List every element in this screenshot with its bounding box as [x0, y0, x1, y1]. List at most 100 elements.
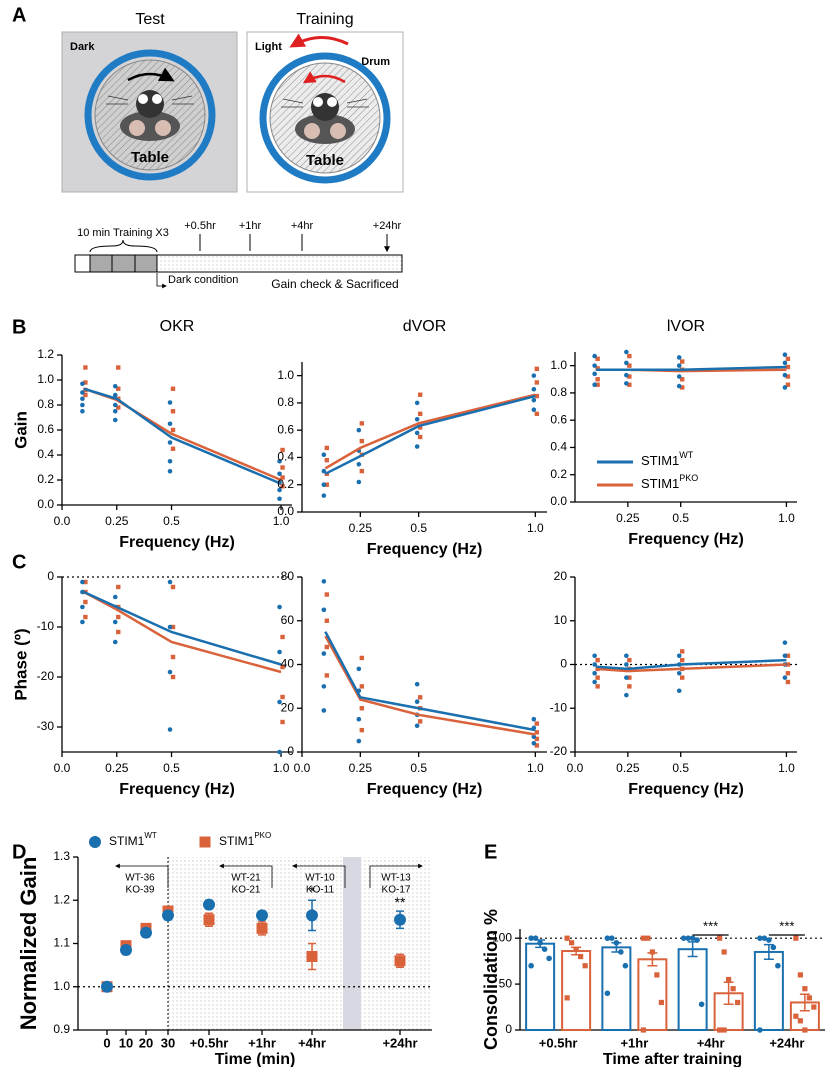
circle-marker	[532, 935, 539, 941]
square-marker	[680, 675, 685, 680]
square-marker	[627, 363, 632, 368]
circle-marker	[112, 639, 118, 645]
square-marker	[735, 999, 741, 1006]
series-line	[324, 635, 536, 736]
annotation-arrow	[219, 863, 273, 888]
square-marker	[359, 468, 365, 474]
circle-marker	[531, 386, 537, 392]
square-marker	[280, 465, 285, 470]
square-marker	[306, 950, 318, 962]
square-marker	[170, 409, 176, 414]
series-line	[83, 387, 282, 482]
circle-marker	[624, 692, 629, 698]
square-marker	[640, 935, 646, 941]
square-marker	[324, 618, 330, 623]
square-marker	[116, 386, 121, 391]
square-marker	[569, 940, 575, 946]
square-marker	[359, 421, 365, 426]
x-tick-label: +0.5hr	[190, 1035, 229, 1050]
circle-marker	[531, 716, 537, 722]
series-line	[83, 590, 282, 674]
square-marker	[806, 995, 812, 1001]
y-tick-label: -30	[37, 719, 55, 733]
square-marker	[658, 999, 664, 1006]
y-tick-label: 20	[554, 569, 568, 583]
square-marker	[116, 629, 121, 635]
circle-marker	[680, 935, 687, 941]
y-tick-label: 50	[499, 976, 513, 990]
annotation-text: WT-21	[231, 873, 261, 884]
chart-title: lVOR	[667, 318, 705, 335]
square-marker	[680, 649, 685, 654]
annotation-text: KO-39	[126, 885, 155, 896]
square-marker	[534, 721, 540, 726]
y-tick-label: 1.1	[53, 936, 70, 950]
square-marker	[417, 425, 423, 430]
square-marker	[534, 736, 540, 742]
square-marker	[324, 592, 330, 597]
brace	[89, 239, 158, 253]
circle-marker	[167, 624, 173, 630]
square-marker	[170, 674, 176, 680]
circle-marker	[782, 360, 788, 366]
mouse-ear	[129, 120, 145, 136]
square-marker	[595, 377, 600, 382]
square-marker	[595, 382, 600, 387]
y-tick-label: 0.8	[277, 395, 294, 409]
circle-marker	[689, 935, 696, 941]
circle-marker	[321, 468, 327, 474]
square-marker	[256, 922, 268, 934]
mouse-eye	[138, 94, 148, 104]
circle-marker	[167, 421, 173, 427]
whiskers	[281, 98, 369, 108]
square-marker	[280, 634, 285, 640]
y-tick-label: -10	[37, 619, 55, 633]
x-axis-label: Time (min)	[215, 1051, 296, 1067]
y-tick-label: 1.2	[53, 892, 70, 906]
y-tick-label: 0.4	[37, 447, 54, 461]
circle-marker	[321, 708, 327, 713]
circle-marker	[277, 604, 282, 610]
circle-marker	[770, 944, 777, 951]
circle-marker	[112, 594, 118, 600]
series-line	[596, 663, 787, 673]
series-line	[596, 658, 787, 671]
y-axis-label: Gain	[11, 411, 30, 449]
circle-marker	[80, 402, 85, 408]
square-marker	[785, 671, 791, 676]
square-marker	[417, 411, 423, 417]
circle-marker	[80, 604, 85, 610]
legend-name: STIM1	[641, 453, 679, 468]
y-tick-label: -20	[37, 669, 55, 683]
square-marker	[649, 949, 655, 955]
square-marker	[359, 438, 365, 444]
x-tick-label: 10	[119, 1035, 133, 1050]
square-marker	[793, 935, 799, 941]
square-marker	[359, 684, 365, 689]
mouse-eye	[152, 94, 162, 104]
y-tick-label: 60	[281, 613, 295, 627]
square-marker	[417, 434, 423, 440]
square-marker	[83, 380, 88, 385]
legend-superscript: WT	[679, 450, 693, 460]
y-tick-label: 0.0	[37, 497, 54, 511]
square-marker	[640, 1027, 646, 1033]
circle-marker	[676, 653, 682, 659]
square-marker	[717, 1027, 723, 1033]
y-tick-label: 20	[281, 700, 295, 714]
circle-marker	[321, 579, 327, 584]
x-tick-label: 0.25	[616, 761, 640, 775]
x-axis-label: Frequency (Hz)	[119, 781, 235, 798]
chart-title: OKR	[160, 318, 195, 335]
y-tick-label: 1.0	[37, 372, 54, 386]
panel-label: D	[12, 841, 26, 863]
x-tick-label: 0.25	[349, 521, 373, 535]
end-label: Gain check & Sacrificed	[271, 277, 398, 291]
circle-marker	[394, 913, 406, 926]
significance: *	[309, 883, 315, 899]
square-marker	[730, 986, 736, 992]
panel-label: C	[12, 551, 26, 573]
x-tick-label: +4hr	[697, 1035, 725, 1050]
bar	[677, 948, 708, 1032]
panel-label: A	[12, 4, 26, 26]
